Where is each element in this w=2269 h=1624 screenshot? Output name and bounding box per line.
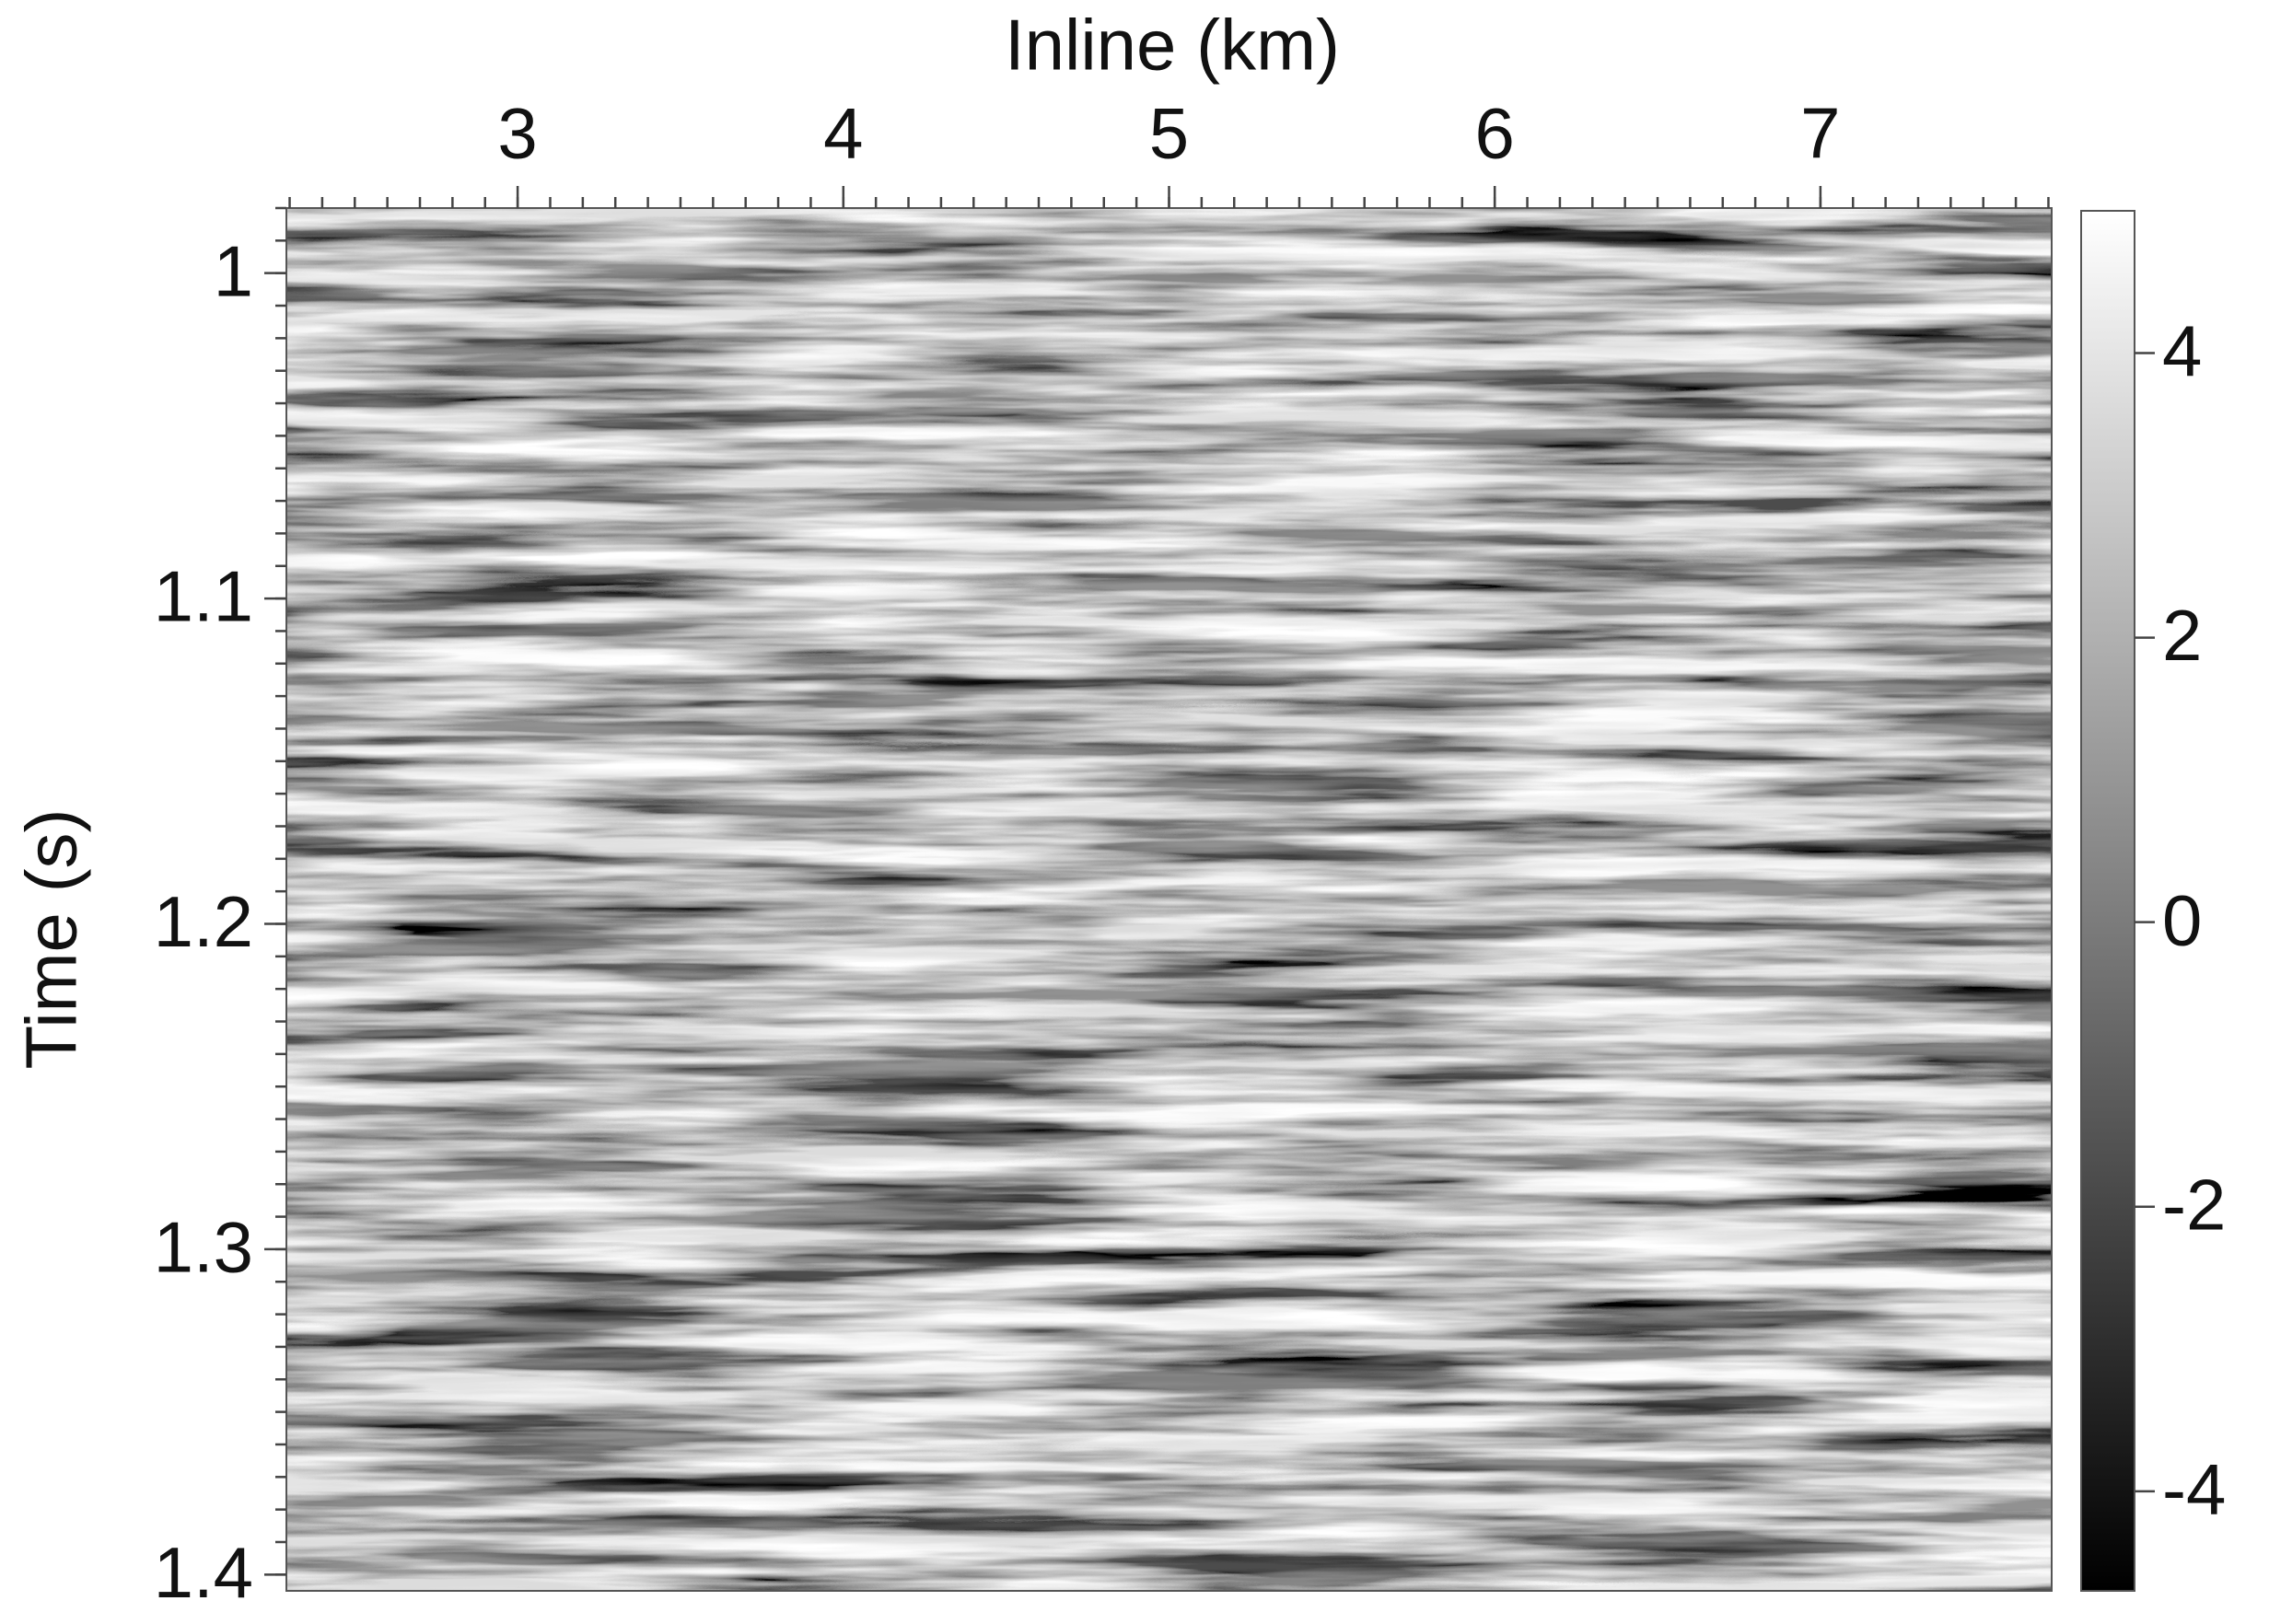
y-tick-label: 1 — [214, 230, 253, 311]
x-tick-label: 5 — [1149, 93, 1189, 174]
chart: Inline (km) Time (s) 3 4 5 6 7 1 1.1 1.2 1.3 1.4 4… — [0, 0, 2269, 1624]
colorbar-tick-label: -4 — [2162, 1448, 2226, 1529]
colorbar-tick-label: -2 — [2162, 1164, 2226, 1245]
x-tick-label: 6 — [1474, 93, 1514, 174]
x-tick-label: 7 — [1800, 93, 1840, 174]
colorbar-tick-label: 0 — [2162, 879, 2202, 960]
page: {"chart_data": {"type": "image", "x_labe… — [0, 0, 2269, 1624]
y-tick-label: 1.3 — [154, 1207, 253, 1288]
colorbar-tick-label: 2 — [2162, 595, 2202, 676]
seismic-section — [286, 208, 2052, 1591]
x-tick-label: 3 — [497, 93, 537, 174]
colorbar-tick-label: 4 — [2162, 310, 2202, 391]
y-tick-label: 1.2 — [154, 881, 253, 962]
y-tick-label: 1.4 — [154, 1532, 253, 1613]
y-tick-label: 1.1 — [154, 556, 253, 637]
x-axis-title: Inline (km) — [1005, 5, 1340, 86]
seismic-image — [286, 208, 2052, 1591]
colorbar — [2081, 211, 2135, 1591]
x-tick-label: 4 — [823, 93, 863, 174]
y-axis-title: Time (s) — [11, 808, 92, 1069]
